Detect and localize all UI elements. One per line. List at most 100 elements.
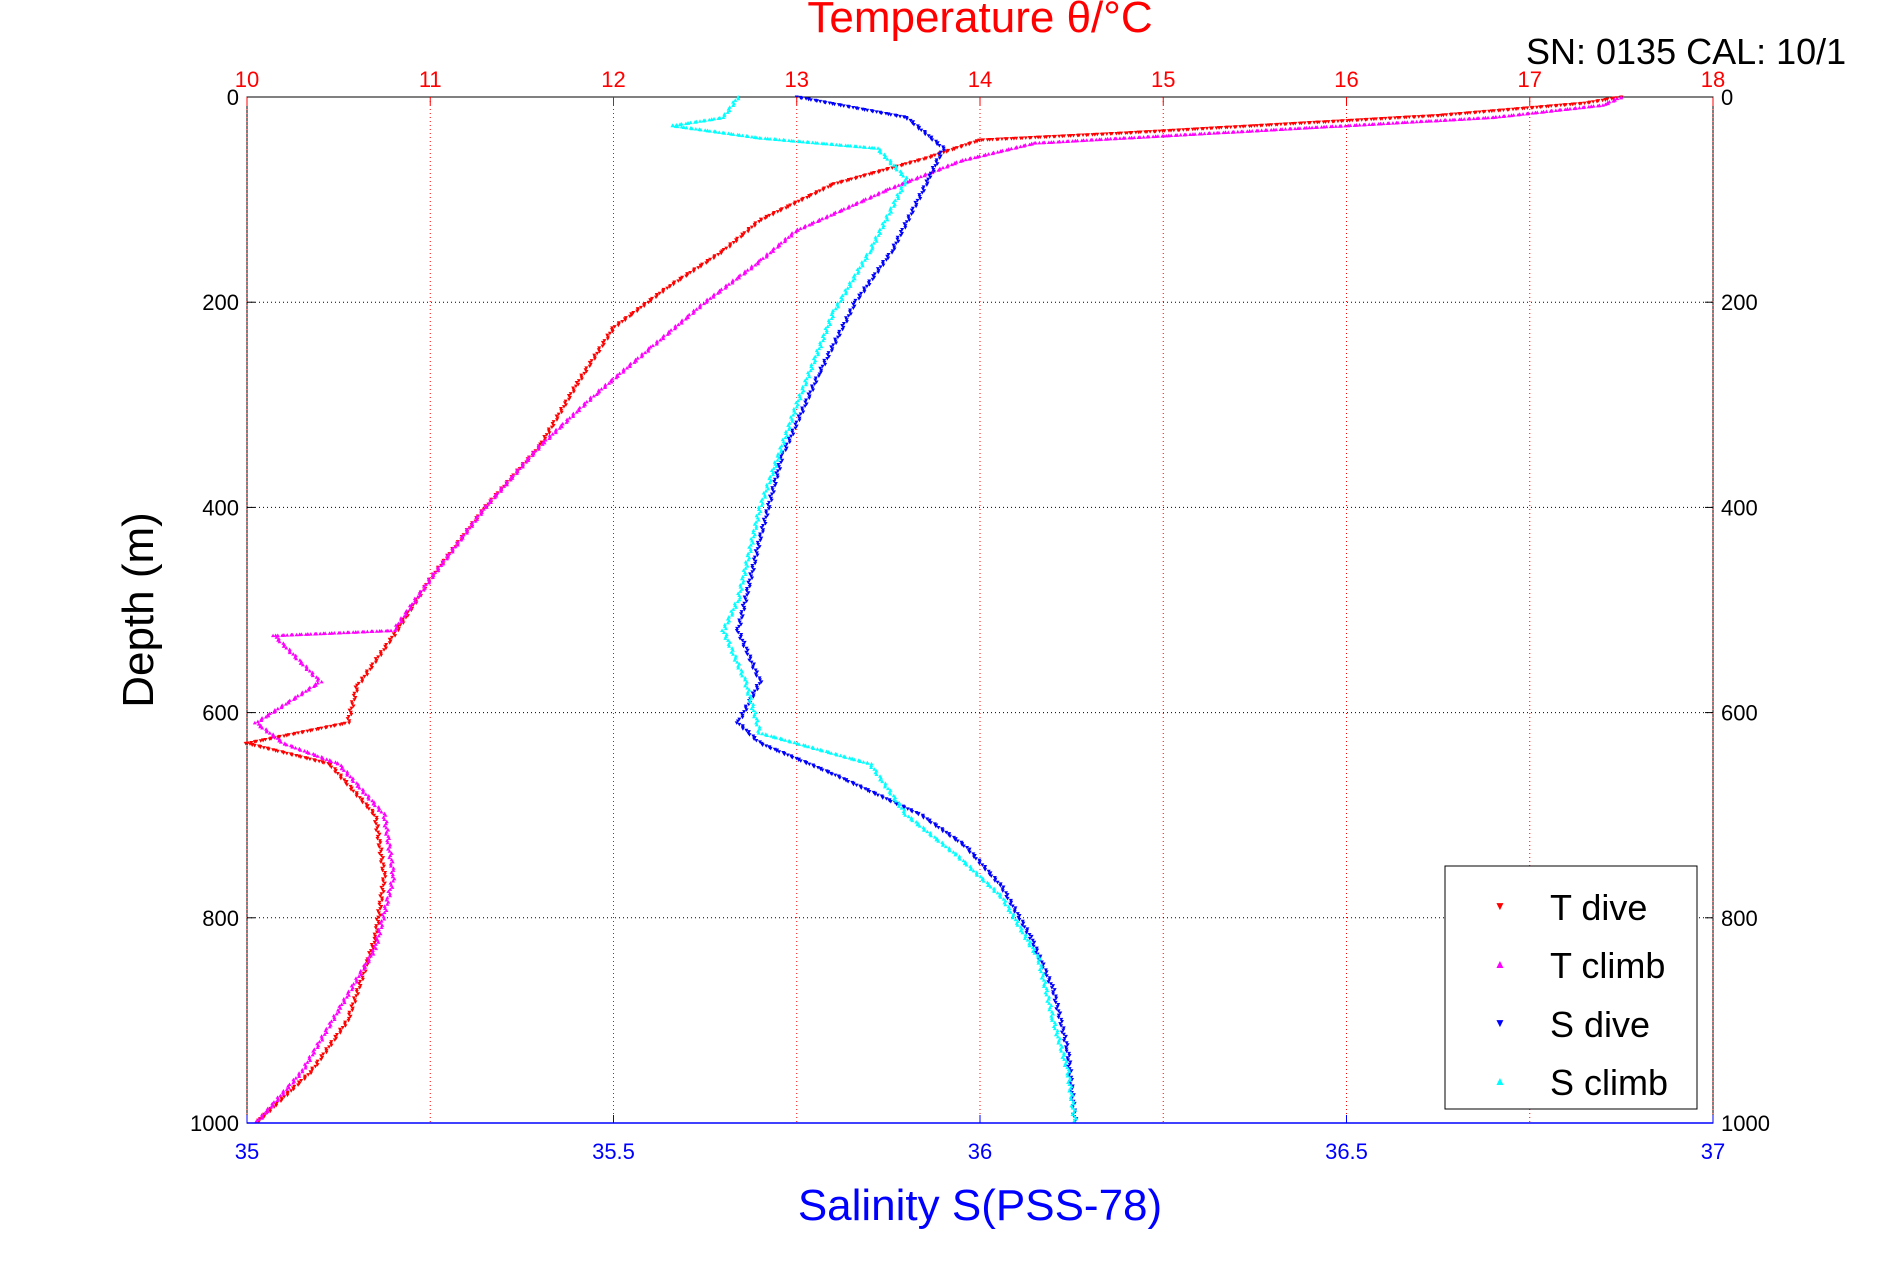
data-point	[812, 382, 817, 387]
data-point	[252, 740, 257, 745]
data-point	[755, 553, 760, 557]
data-point	[828, 322, 833, 327]
data-point	[324, 757, 329, 761]
data-point	[990, 151, 995, 156]
data-point	[749, 225, 754, 230]
data-point	[610, 329, 615, 334]
data-point	[683, 316, 688, 321]
data-point	[903, 226, 908, 230]
data-point	[775, 475, 780, 480]
data-point	[762, 519, 767, 524]
data-point	[1108, 136, 1113, 141]
data-point	[784, 446, 789, 451]
data-point	[605, 337, 610, 341]
data-point	[315, 680, 320, 685]
data-point	[346, 1018, 351, 1023]
data-point	[387, 641, 392, 645]
data-point	[542, 435, 547, 439]
data-point	[937, 152, 942, 157]
data-point	[1254, 128, 1259, 133]
data-point	[723, 626, 728, 631]
data-point	[829, 316, 834, 320]
data-point	[733, 98, 738, 102]
data-point	[764, 253, 769, 258]
data-point	[386, 828, 391, 832]
data-point	[748, 543, 753, 547]
data-point	[1058, 1047, 1063, 1051]
data-point	[769, 498, 774, 503]
data-point	[779, 449, 784, 454]
data-point	[832, 102, 837, 107]
data-point	[793, 426, 798, 431]
data-point	[747, 688, 752, 692]
tick-label-temperature: 11	[419, 67, 442, 92]
data-point	[747, 584, 752, 589]
data-point	[329, 1043, 334, 1048]
data-point	[285, 1093, 290, 1098]
data-point	[764, 511, 769, 515]
data-point	[418, 593, 423, 597]
data-point	[520, 464, 525, 469]
data-point	[543, 437, 548, 442]
data-point	[744, 708, 749, 712]
data-point	[739, 616, 744, 620]
data-point	[282, 742, 287, 746]
tick-label-depth-right: 400	[1721, 495, 1758, 520]
data-point	[751, 528, 756, 532]
data-point	[312, 1051, 317, 1055]
data-point	[374, 817, 379, 822]
data-point	[1580, 105, 1585, 110]
data-point	[284, 751, 289, 756]
data-point	[786, 138, 791, 143]
data-point	[757, 678, 762, 682]
data-point	[1506, 113, 1511, 118]
data-point	[922, 189, 927, 193]
data-point	[745, 593, 750, 597]
data-point	[791, 432, 796, 437]
data-point	[385, 840, 390, 845]
data-point	[947, 848, 952, 853]
data-point	[755, 718, 760, 723]
data-point	[1017, 917, 1022, 922]
data-point	[747, 658, 752, 663]
data-point	[705, 128, 710, 133]
data-point	[752, 555, 757, 560]
data-point	[670, 123, 675, 128]
data-point	[914, 810, 919, 815]
data-point	[323, 726, 328, 730]
data-point	[755, 547, 760, 551]
data-point	[925, 829, 930, 834]
data-point	[1052, 1026, 1057, 1031]
data-point	[801, 139, 806, 144]
data-point	[345, 771, 350, 776]
data-point	[731, 132, 736, 136]
data-point	[704, 300, 709, 304]
data-point	[592, 355, 597, 359]
data-point	[386, 889, 391, 894]
data-point	[894, 114, 899, 118]
data-point	[820, 216, 825, 221]
data-point	[378, 931, 383, 936]
data-point	[829, 345, 834, 349]
data-point	[735, 660, 740, 664]
data-point	[737, 722, 742, 727]
data-point	[1223, 125, 1228, 130]
data-point	[771, 466, 776, 470]
data-point	[499, 487, 504, 492]
data-point	[1169, 133, 1174, 137]
data-point	[853, 202, 858, 207]
data-point	[267, 737, 272, 742]
data-point	[756, 517, 761, 522]
tick-label-temperature: 18	[1701, 67, 1725, 92]
data-point	[450, 548, 455, 552]
data-point	[389, 635, 394, 640]
data-point	[360, 977, 365, 982]
data-point	[796, 398, 801, 403]
data-point	[361, 789, 366, 793]
data-point	[693, 127, 698, 131]
data-point	[850, 278, 855, 283]
data-point	[459, 537, 464, 542]
data-point	[453, 544, 458, 549]
data-point	[862, 288, 867, 292]
data-point	[360, 800, 365, 805]
